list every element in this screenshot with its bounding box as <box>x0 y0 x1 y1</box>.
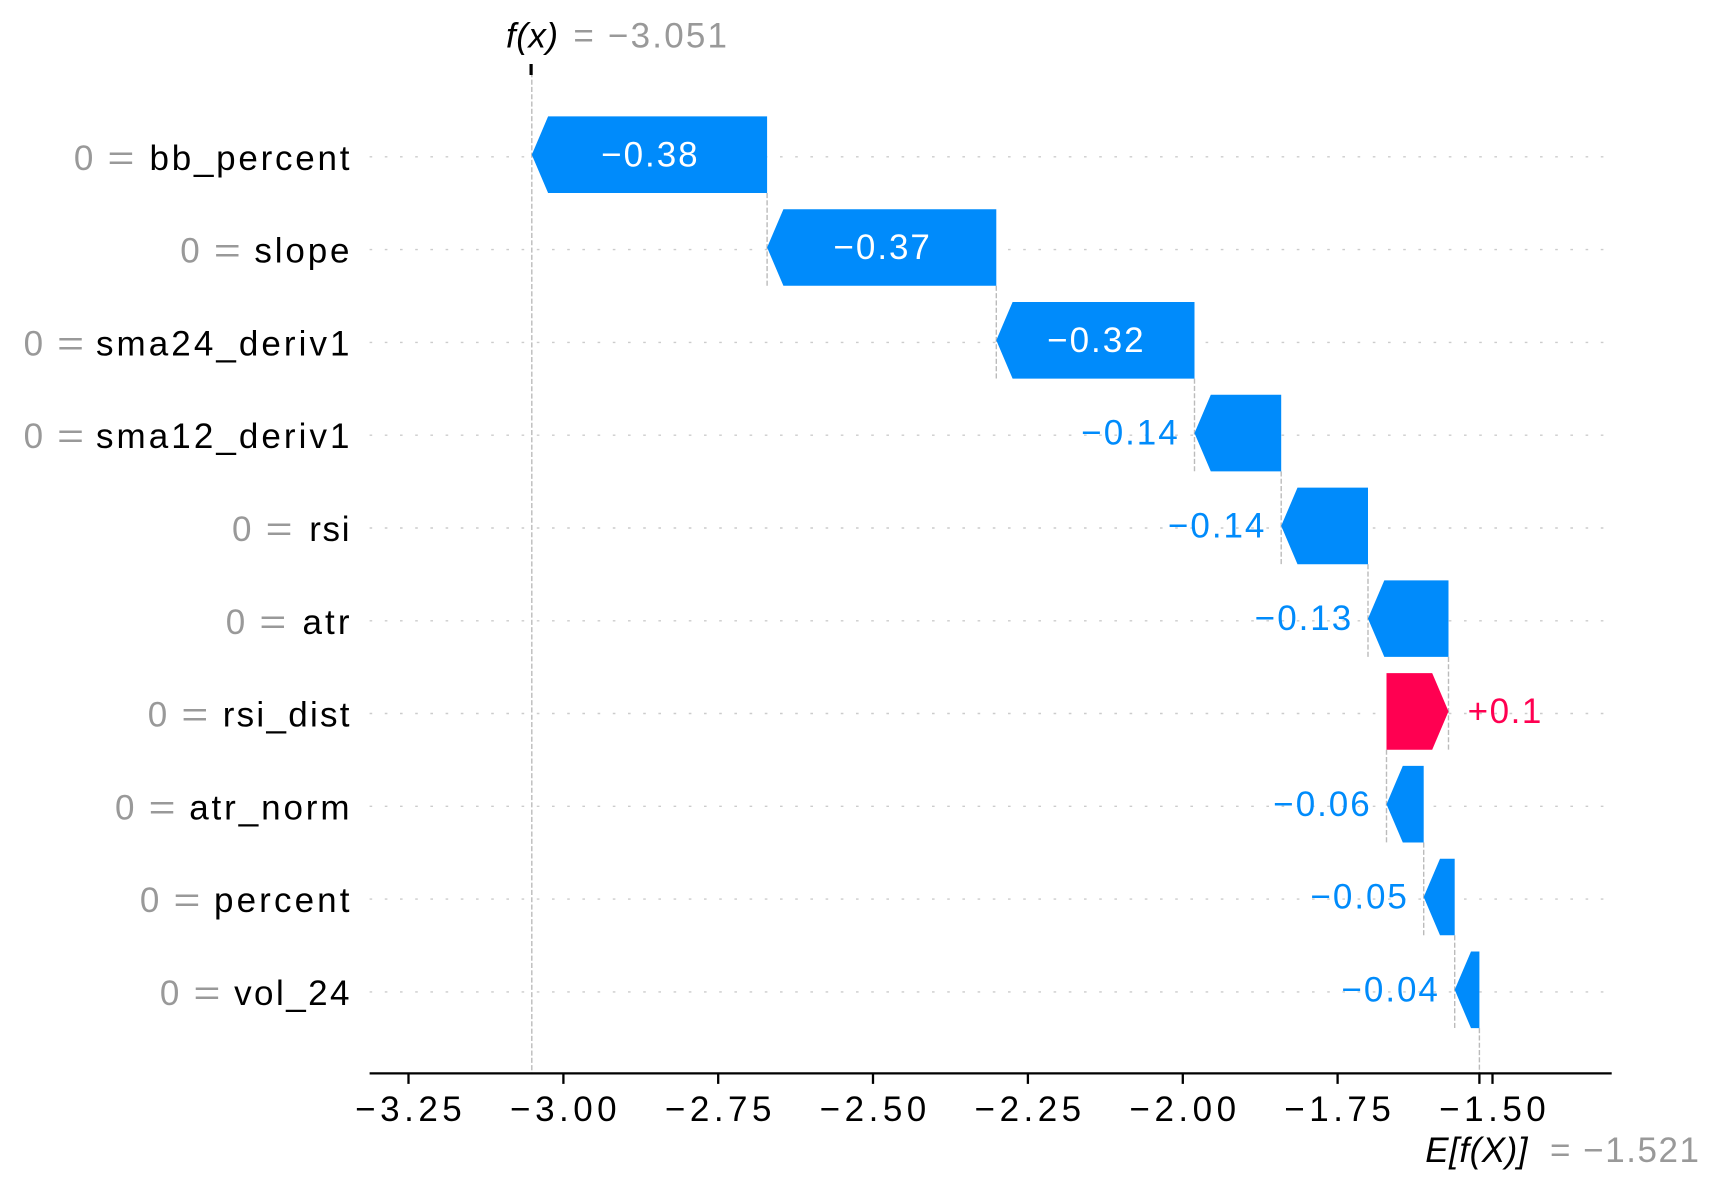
svg-text:rsi: rsi <box>309 510 349 549</box>
svg-text:0: 0 <box>24 417 43 456</box>
svg-text:−2.50: −2.50 <box>820 1090 927 1129</box>
svg-text:0: 0 <box>74 139 93 178</box>
svg-text:= −1.521: = −1.521 <box>1550 1131 1699 1170</box>
svg-text:atr_norm: atr_norm <box>189 788 349 827</box>
svg-text:−0.06: −0.06 <box>1273 785 1369 824</box>
svg-text:sma24_deriv1: sma24_deriv1 <box>96 324 350 363</box>
svg-text:+0.1: +0.1 <box>1468 692 1542 731</box>
svg-text:−0.13: −0.13 <box>1255 599 1351 638</box>
svg-text:=: = <box>57 417 84 456</box>
svg-text:atr: atr <box>303 603 350 642</box>
svg-text:−0.14: −0.14 <box>1081 414 1177 453</box>
svg-text:=: = <box>259 603 286 642</box>
svg-text:bb_percent: bb_percent <box>150 139 350 178</box>
svg-text:f(x): f(x) <box>506 17 558 56</box>
svg-text:E[f(X)]: E[f(X)] <box>1425 1131 1528 1170</box>
svg-text:−0.32: −0.32 <box>1047 321 1143 360</box>
svg-text:=: = <box>149 788 176 827</box>
svg-text:−0.14: −0.14 <box>1168 507 1264 546</box>
svg-text:−0.37: −0.37 <box>834 228 930 267</box>
svg-text:=: = <box>181 696 208 735</box>
svg-text:−3.00: −3.00 <box>510 1090 617 1129</box>
svg-text:slope: slope <box>254 232 349 271</box>
svg-text:−0.38: −0.38 <box>601 135 697 174</box>
svg-text:−0.04: −0.04 <box>1342 970 1438 1009</box>
svg-text:vol_24: vol_24 <box>234 974 349 1013</box>
svg-text:−3.25: −3.25 <box>355 1090 462 1129</box>
svg-text:=: = <box>194 974 221 1013</box>
svg-text:−1.50: −1.50 <box>1439 1090 1546 1129</box>
svg-text:percent: percent <box>214 881 350 920</box>
svg-text:=: = <box>174 881 201 920</box>
svg-text:−2.00: −2.00 <box>1130 1090 1237 1129</box>
svg-text:0: 0 <box>140 881 159 920</box>
svg-text:sma12_deriv1: sma12_deriv1 <box>96 417 350 456</box>
svg-text:0: 0 <box>148 696 167 735</box>
svg-text:=: = <box>214 232 241 271</box>
svg-text:−0.05: −0.05 <box>1311 878 1407 917</box>
svg-text:0: 0 <box>180 232 199 271</box>
svg-text:0: 0 <box>232 510 251 549</box>
svg-text:0: 0 <box>24 324 43 363</box>
svg-text:−1.75: −1.75 <box>1284 1090 1391 1129</box>
svg-text:0: 0 <box>115 788 134 827</box>
svg-text:0: 0 <box>226 603 245 642</box>
svg-text:=: = <box>266 510 293 549</box>
svg-text:=: = <box>108 139 135 178</box>
svg-text:0: 0 <box>160 974 179 1013</box>
svg-text:=: = <box>57 324 84 363</box>
svg-text:−2.25: −2.25 <box>975 1090 1082 1129</box>
svg-text:−2.75: −2.75 <box>665 1090 772 1129</box>
